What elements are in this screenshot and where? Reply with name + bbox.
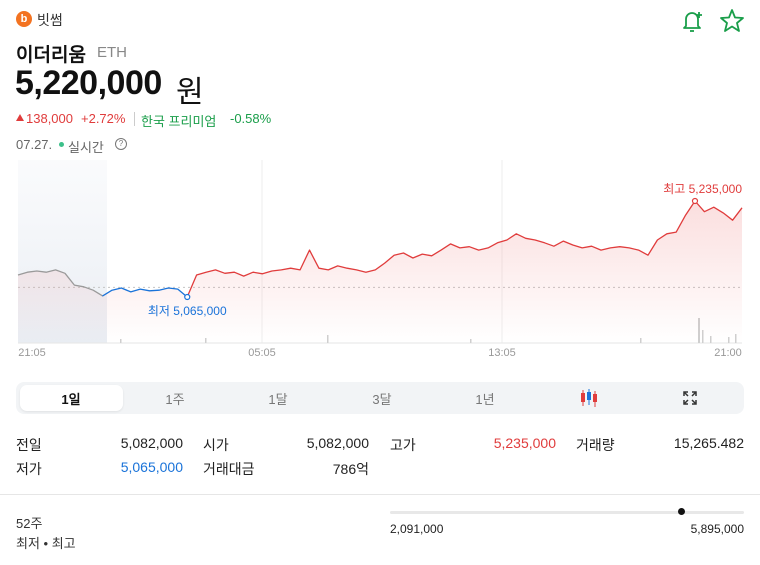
period-tab[interactable]: 3달 <box>372 392 392 407</box>
separator <box>134 112 135 126</box>
current-price: 5,220,000 <box>15 64 162 102</box>
stat-label: 거래대금 <box>203 461 255 477</box>
period-tab[interactable]: 1년 <box>475 392 495 407</box>
x-tick-label: 21:00 <box>714 347 742 359</box>
exchange-logo: b <box>16 11 32 27</box>
coin-name: 이더리움 <box>16 45 86 66</box>
week52-high: 5,895,000 <box>690 522 744 536</box>
stat-label: 시가 <box>203 437 229 453</box>
stat-value: 5,082,000 <box>120 435 183 451</box>
period-tab[interactable]: 1일 <box>61 392 81 407</box>
favorite-icon[interactable] <box>720 9 744 32</box>
stat-label: 고가 <box>390 437 416 453</box>
price-line <box>17 200 743 298</box>
tool-icons <box>581 389 697 407</box>
x-tick-label: 21:05 <box>18 347 46 359</box>
x-tick-label: 13:05 <box>488 347 516 359</box>
coin-symbol: ETH <box>97 44 127 61</box>
period-tabs <box>16 382 744 414</box>
x-tick-label: 05:05 <box>248 347 276 359</box>
low-annotation: 최저 5,065,000 <box>148 304 227 318</box>
stat-label: 거래량 <box>576 437 615 453</box>
help-icon[interactable]: ? <box>115 138 127 150</box>
price-change: 138,000 <box>26 111 73 126</box>
stat-label: 저가 <box>16 461 42 477</box>
date: 07.27. <box>16 137 53 152</box>
stat-value: 15,265.482 <box>673 435 744 451</box>
currency: 원 <box>176 76 204 109</box>
premium-rate: -0.58% <box>230 111 272 126</box>
high-annotation: 최고 5,235,000 <box>663 182 742 196</box>
price-area <box>18 201 742 343</box>
stat-label: 전일 <box>16 437 42 453</box>
alarm-icon[interactable] <box>683 12 702 32</box>
week52-low: 2,091,000 <box>390 522 444 536</box>
stat-value: 5,235,000 <box>493 435 556 451</box>
selected-tab-bg <box>20 385 123 411</box>
stat-value: 786억 <box>332 461 369 477</box>
change-rate: +2.72% <box>81 111 126 126</box>
week52-track <box>390 511 744 514</box>
high-marker <box>691 197 699 205</box>
realtime: 실시간 <box>68 140 104 155</box>
week52-marker <box>677 508 685 515</box>
up-arrow <box>16 114 24 121</box>
premium-label: 한국 프리미엄 <box>141 114 217 129</box>
week52-title: 52주 <box>16 516 43 531</box>
expand-icon[interactable] <box>683 391 697 405</box>
period-tab[interactable]: 1달 <box>268 392 288 407</box>
stat-value: 5,082,000 <box>306 435 369 451</box>
price-chart: 최고 5,235,000 최저 5,065,000 21:05 05:05 13:05 2… <box>17 160 743 359</box>
header-icons <box>683 9 744 32</box>
candle-icon[interactable] <box>581 389 597 407</box>
divider <box>0 494 760 495</box>
period-tab[interactable]: 1주 <box>165 392 185 407</box>
exchange-name: 빗썸 <box>37 12 63 28</box>
low-marker <box>184 293 191 301</box>
stat-value: 5,065,000 <box>120 459 183 475</box>
live-dot <box>59 142 64 147</box>
week52-subtitle: 최저 • 최고 <box>16 536 76 551</box>
